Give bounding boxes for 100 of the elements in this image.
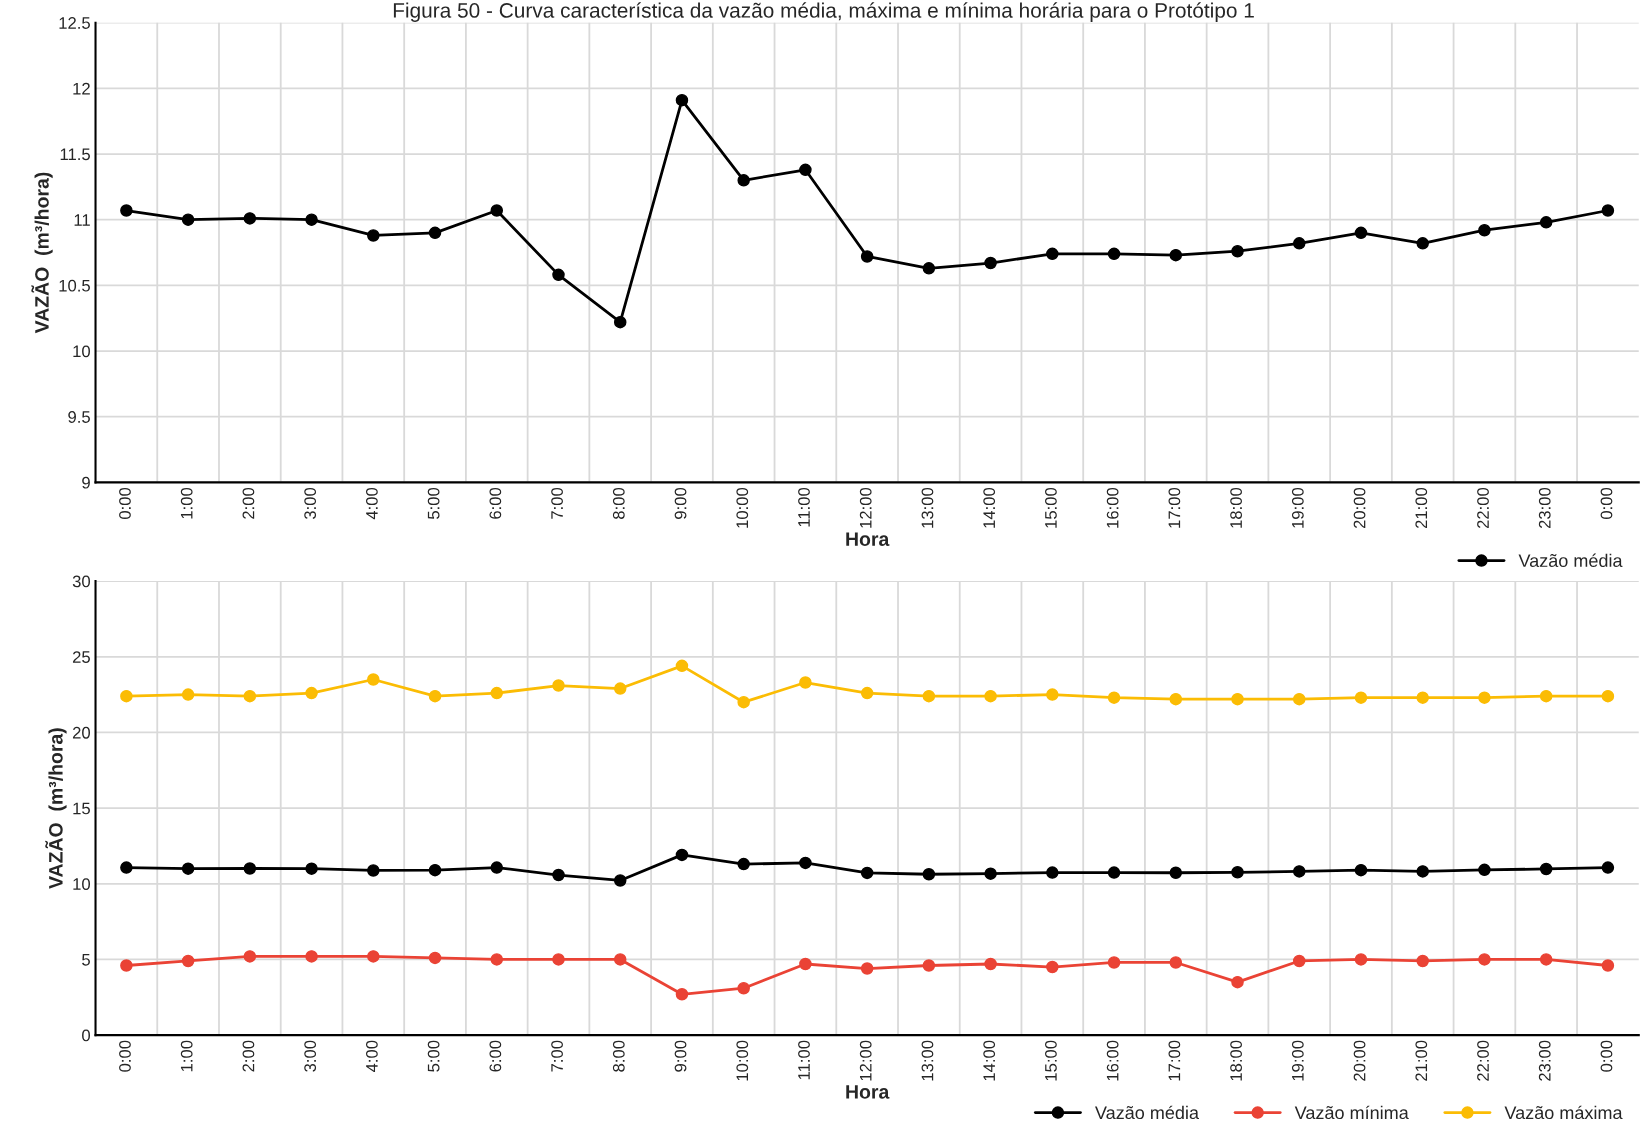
x-tick-label: 0:00 (119, 1040, 131, 1072)
x-tick-label: 0:00 (1600, 1040, 1613, 1072)
x-tick-label: 9:00 (674, 487, 687, 519)
x-tick-label: 7:00 (551, 487, 563, 519)
point (120, 861, 133, 874)
point (1107, 956, 1121, 969)
point (860, 962, 874, 975)
point (1231, 244, 1244, 258)
point (1046, 866, 1059, 879)
point (860, 686, 874, 700)
chart-title: Figura 50 - Curva característica da vazão média, máxima e mínima horária para o Protótipo 1 (393, 2, 1254, 22)
x-tick-label: 13:00 (921, 1040, 934, 1081)
x-tick-label: 4:00 (365, 1040, 378, 1073)
point (367, 950, 380, 963)
x-tick-label: 21:00 (1415, 1040, 1428, 1081)
point (1601, 861, 1615, 874)
legend-label: Vazão mínima (1294, 1105, 1409, 1120)
x-tick-label: 11:00 (798, 487, 810, 527)
x-tick-label: 20:00 (1353, 1040, 1366, 1081)
x-tick-label: 8:00 (612, 487, 625, 519)
point (305, 686, 318, 700)
y-tick-label: 0 (82, 1029, 91, 1042)
y-tick-label: 30 (72, 575, 91, 588)
point (1416, 865, 1429, 878)
point (1416, 691, 1429, 704)
x-tick-label: 19:00 (1291, 487, 1304, 528)
x-tick-label: 3:00 (304, 487, 317, 520)
point (1293, 954, 1306, 968)
point (367, 229, 380, 242)
point (1231, 866, 1244, 879)
point (1293, 692, 1306, 706)
point (428, 951, 442, 965)
y-axis-title: VAZÃO (m³/hora) (45, 728, 67, 889)
point (1231, 975, 1244, 989)
point (1169, 692, 1183, 706)
x-tick-label: 17:00 (1168, 1040, 1181, 1081)
x-tick-label: 8:00 (612, 1040, 625, 1072)
x-tick-label: 7:00 (551, 1040, 563, 1072)
point (1539, 953, 1553, 966)
point (675, 848, 689, 862)
point (243, 689, 257, 703)
x-tick-label: 6:00 (489, 1040, 502, 1072)
x-tick-label: 22:00 (1477, 487, 1489, 529)
point (1354, 953, 1368, 966)
x-tick-label: 18:00 (1230, 1040, 1242, 1081)
point (1539, 862, 1553, 876)
point (181, 954, 195, 968)
y-tick-label: 12.5 (59, 17, 90, 29)
point (490, 204, 504, 217)
point (490, 861, 504, 874)
point (367, 864, 380, 877)
point (675, 659, 689, 673)
x-tick-label: 5:00 (427, 487, 440, 519)
point (860, 866, 874, 880)
point (1478, 863, 1491, 877)
point (1046, 960, 1059, 974)
x-tick-label: 17:00 (1168, 487, 1181, 528)
point (367, 673, 380, 686)
point (552, 679, 565, 692)
point (1478, 691, 1491, 704)
point (613, 682, 627, 695)
point (1107, 866, 1121, 879)
x-tick-label: 9:00 (674, 1040, 687, 1072)
point (1354, 863, 1368, 877)
point (181, 688, 195, 701)
point (1169, 866, 1183, 879)
point (613, 874, 627, 887)
x-tick-label: 14:00 (983, 1040, 996, 1081)
point (1107, 691, 1121, 704)
point (428, 689, 442, 703)
point (799, 163, 812, 177)
point (1601, 959, 1615, 972)
point (1601, 689, 1615, 703)
point (737, 174, 750, 187)
point (799, 856, 812, 870)
x-tick-label: 23:00 (1538, 487, 1551, 529)
point (428, 226, 442, 240)
point (490, 953, 504, 966)
x-tick-label: 6:00 (489, 487, 502, 519)
y-axis-title: VAZÃO (m³/hora) (31, 172, 53, 334)
point (984, 689, 997, 703)
point (1539, 689, 1553, 703)
x-tick-label: 18:00 (1230, 487, 1242, 528)
x-tick-label: 1:00 (180, 1040, 193, 1072)
point (799, 957, 812, 971)
y-tick-label: 11.5 (60, 148, 90, 161)
point (1416, 237, 1429, 250)
point (1539, 216, 1553, 229)
legend-label: Vazão média (1095, 1105, 1199, 1120)
y-tick-label: 15 (73, 802, 90, 815)
point (1231, 692, 1244, 706)
y-tick-label: 9 (82, 476, 90, 489)
y-tick-label: 10 (73, 345, 91, 358)
point (1169, 248, 1183, 262)
point (1601, 204, 1615, 217)
point (243, 950, 257, 963)
x-tick-label: 15:00 (1045, 487, 1057, 528)
point (552, 953, 565, 966)
point (984, 957, 997, 971)
point (1107, 247, 1121, 261)
